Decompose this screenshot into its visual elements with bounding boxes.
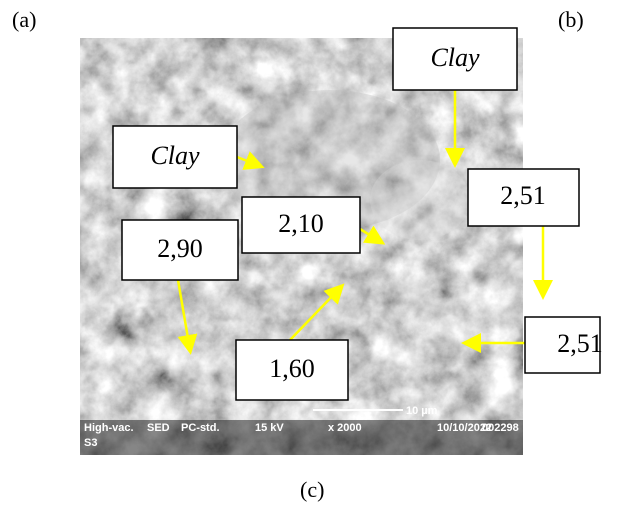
info-text: PC-std. (181, 422, 220, 434)
info-text: x 2000 (328, 422, 362, 434)
annotation: 2,51 (500, 181, 546, 210)
annotation: 2,10 (278, 209, 324, 238)
sample-id: S3 (84, 437, 97, 449)
annotation: 2,51 (557, 329, 603, 358)
info-text: 002298 (482, 422, 519, 434)
scale-label: 10 µm (406, 405, 438, 417)
figure: (a) (b) (c) 10 µm High-vac. SED PC-std. … (0, 0, 624, 509)
panel-label: (c) (300, 477, 324, 502)
panel-label: (a) (12, 7, 36, 32)
annotation: Clay (430, 43, 480, 72)
panel-label: (b) (558, 7, 584, 32)
annotation: 1,60 (269, 354, 315, 383)
annotation: 2,90 (157, 234, 203, 263)
info-text: 15 kV (255, 422, 284, 434)
annotation: Clay (150, 141, 200, 170)
info-text: SED (147, 422, 170, 434)
info-text: High-vac. (84, 422, 134, 434)
